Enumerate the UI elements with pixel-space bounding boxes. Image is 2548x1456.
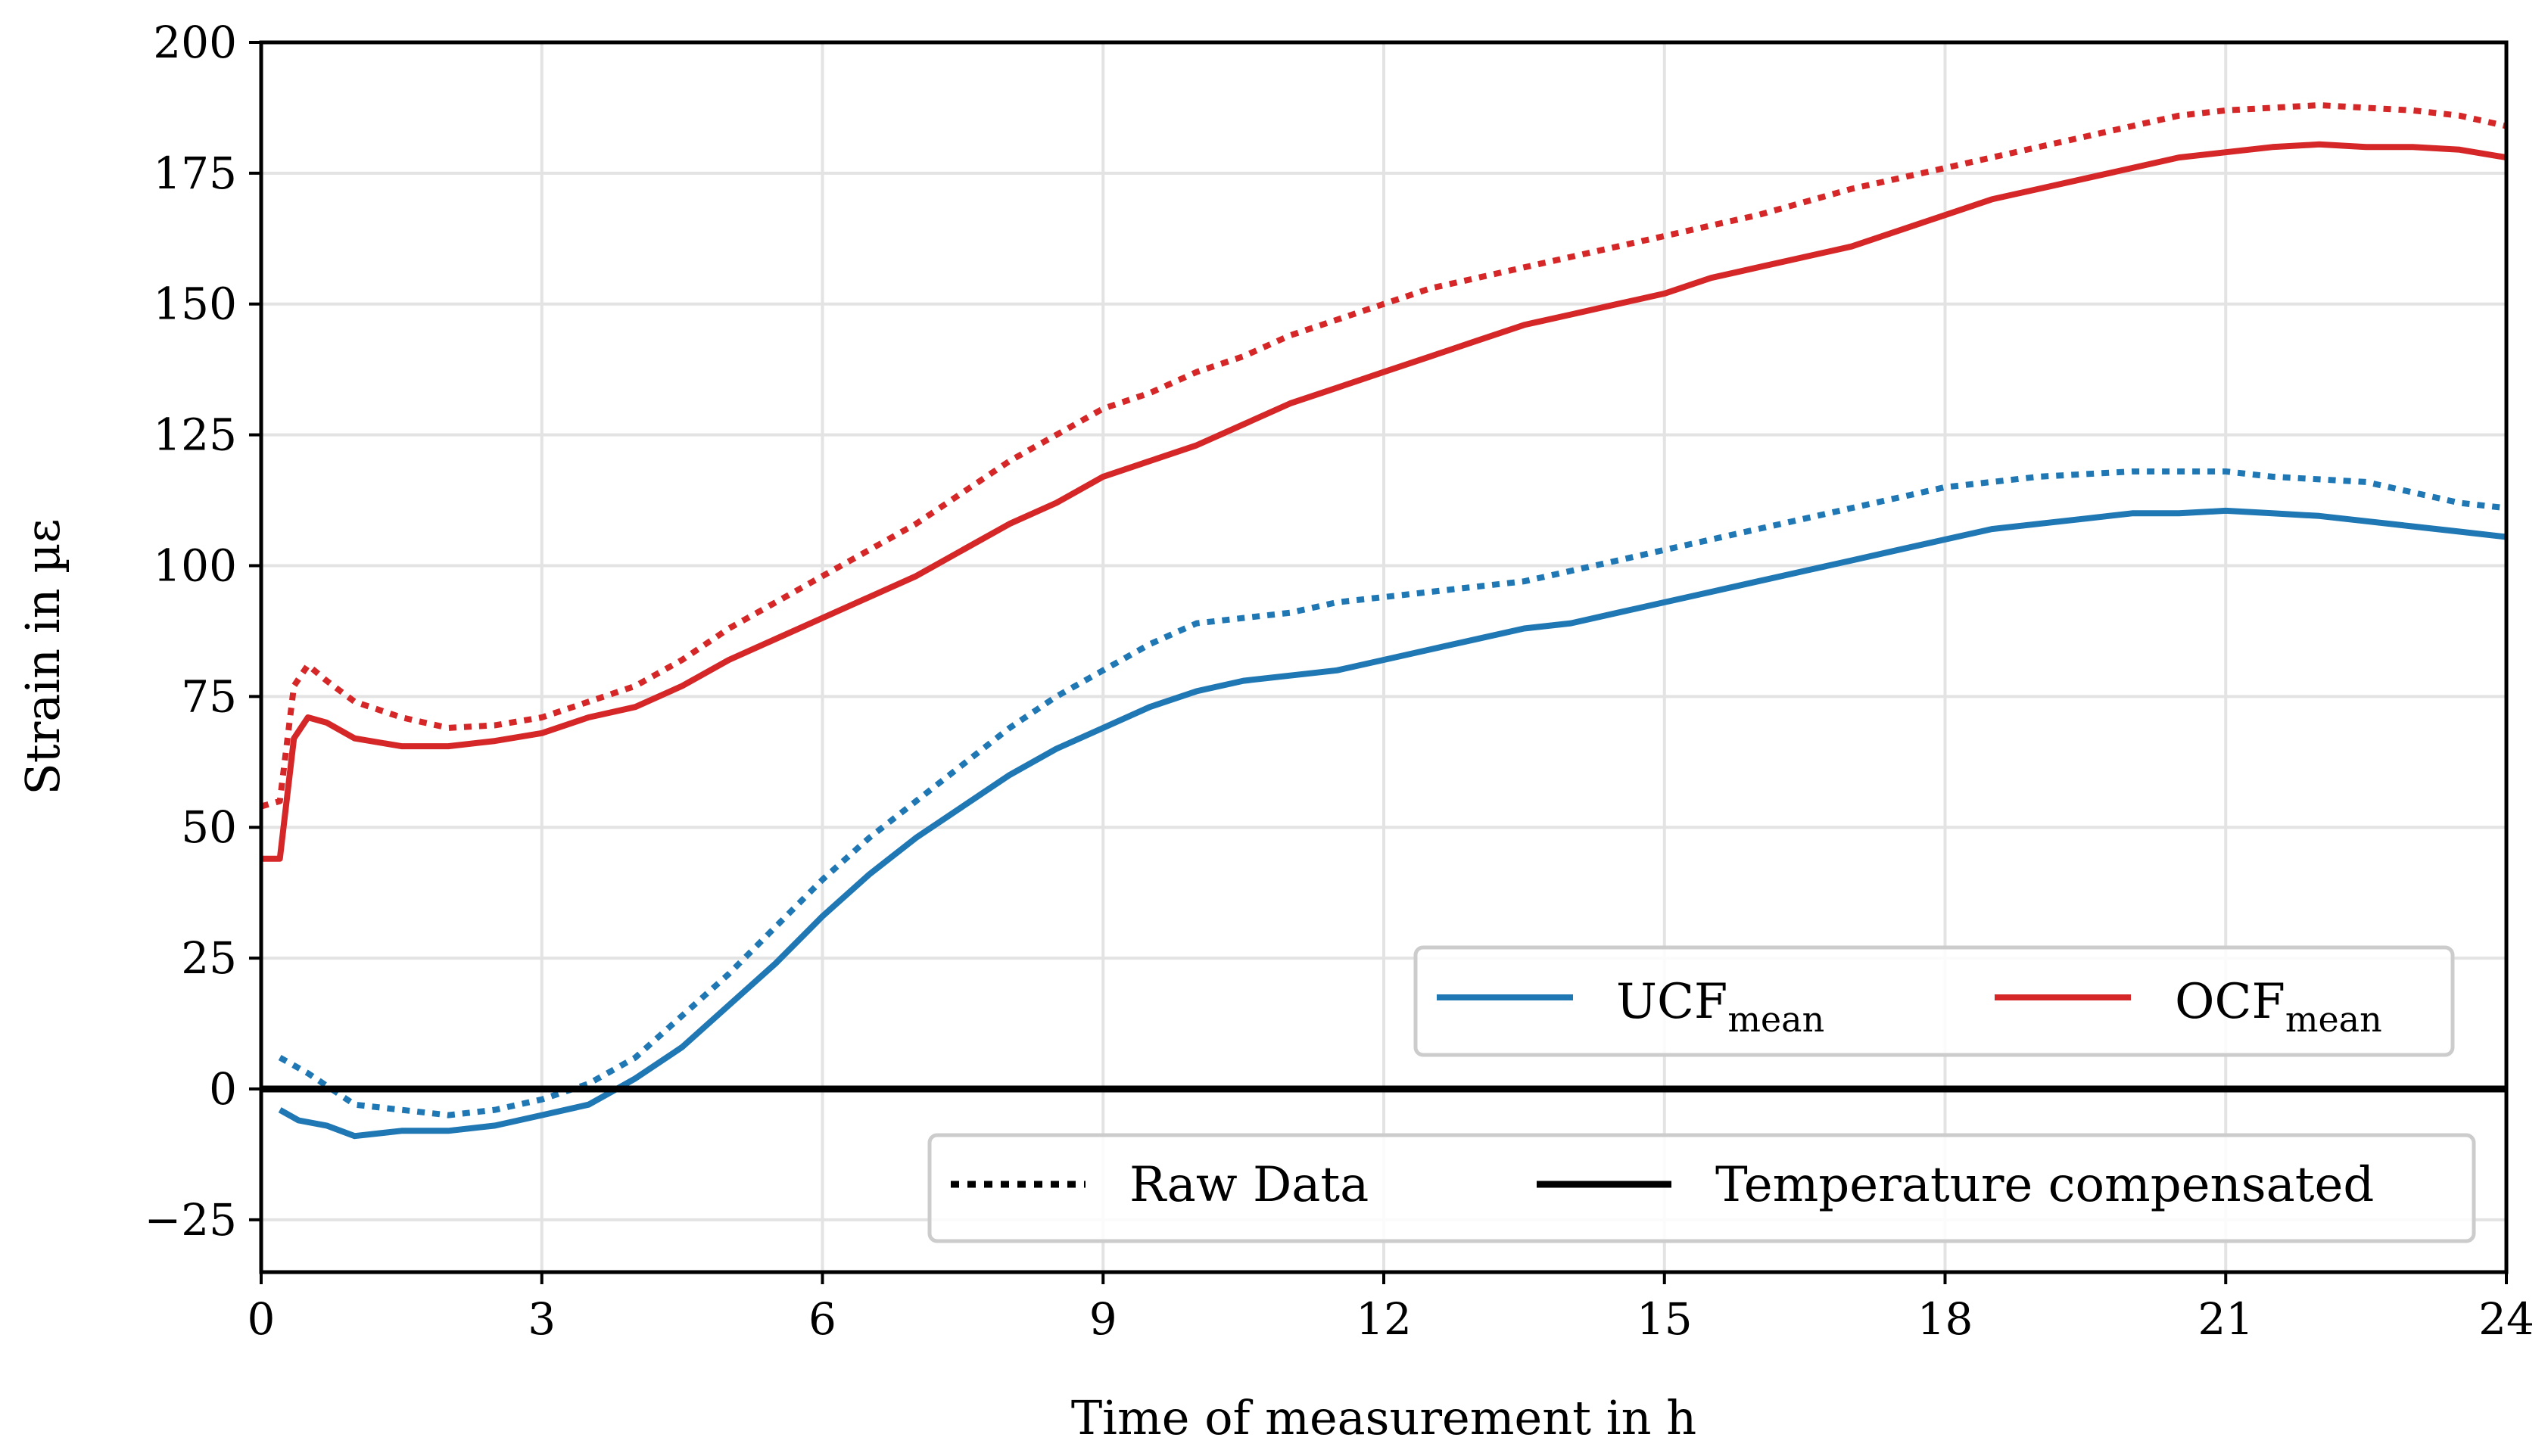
x-tick-label: 9: [1089, 1293, 1117, 1345]
x-tick-label: 24: [2478, 1293, 2534, 1345]
legend-ocf-label: OCFmean: [2175, 974, 2382, 1040]
y-tick-label: 50: [181, 801, 237, 853]
legend-series: UCFmean OCFmean: [1413, 945, 2455, 1057]
y-tick-label: 175: [153, 148, 237, 199]
legend-series-box: [1413, 945, 2455, 1057]
x-tick-label: 3: [528, 1293, 556, 1345]
y-tick-label: 150: [153, 278, 237, 330]
y-tick-label: −25: [145, 1194, 237, 1246]
y-tick-label: 125: [153, 409, 237, 461]
x-tick-label: 21: [2198, 1293, 2254, 1345]
y-tick-label: 25: [181, 932, 237, 984]
legend-ucf-label: UCFmean: [1616, 974, 1824, 1040]
legend-style: Raw Data Temperature compensated: [927, 1133, 2476, 1243]
legend-raw-label: Raw Data: [1129, 1157, 1369, 1213]
series-ucf-mean-raw: [278, 468, 2507, 1118]
x-tick-label: 6: [808, 1293, 836, 1345]
x-tick-label: 18: [1917, 1293, 1973, 1345]
series-ocf-mean-compensated: [261, 141, 2507, 862]
y-tick-label: 75: [181, 670, 237, 722]
x-tick-label: 12: [1356, 1293, 1412, 1345]
y-tick-label: 100: [153, 540, 237, 591]
x-tick-label: 0: [248, 1293, 276, 1345]
x-axis-title: Time of measurement in h: [1071, 1390, 1696, 1445]
legend-compensated-label: Temperature compensated: [1715, 1157, 2374, 1213]
x-tick-label: 15: [1637, 1293, 1693, 1345]
y-tick-label: 0: [209, 1063, 237, 1115]
y-axis-title: Strain in µε: [15, 518, 70, 795]
legend-style-box: [927, 1133, 2476, 1243]
data-series: [260, 102, 2507, 1140]
series-ucf-mean-compensated: [278, 507, 2507, 1140]
y-tick-label: 200: [153, 17, 237, 68]
